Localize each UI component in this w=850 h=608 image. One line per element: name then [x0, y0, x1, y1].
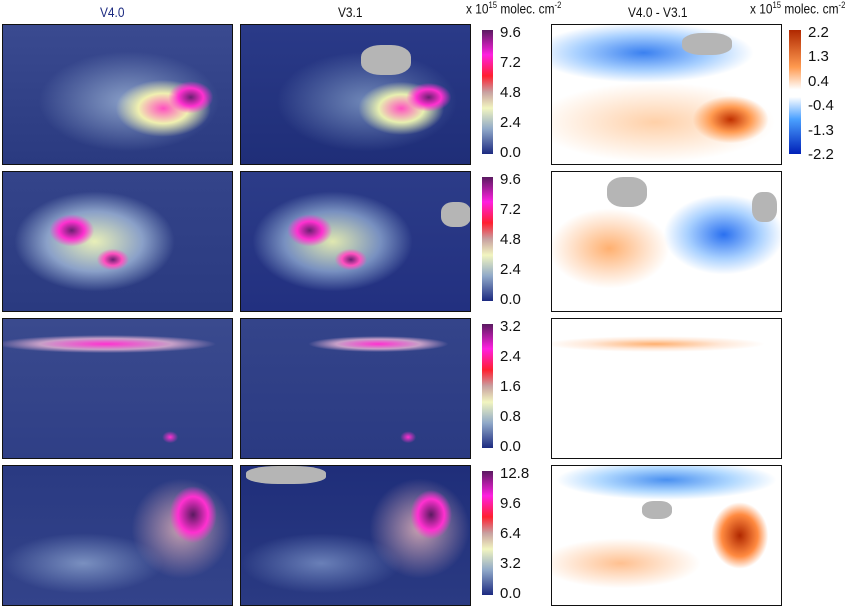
colorbar-tick-label: 0.0: [500, 438, 521, 455]
diff-colorbar-tick-label: -0.4: [808, 97, 834, 115]
colorbar-af: [482, 324, 493, 448]
map-na-v31: [240, 24, 471, 165]
colorbar-tick-label: 4.8: [500, 84, 521, 101]
colorbar-tick-label: 0.0: [500, 291, 521, 308]
map-eu-v31: [240, 171, 471, 312]
colorbar-tick-label: 1.6: [500, 378, 521, 395]
diff-colorbar-tick-label: -1.3: [808, 121, 834, 139]
map-eu-diff: [551, 171, 782, 312]
map-af-v31: [240, 318, 471, 459]
col-title-v40: V4.0: [100, 4, 125, 20]
col-title-v31: V3.1: [338, 4, 363, 20]
colorbar-tick-label: 7.2: [500, 54, 521, 71]
colorbar-tick-label: 2.4: [500, 261, 521, 278]
col-title-diff: V4.0 - V3.1: [628, 4, 688, 20]
colorbar-tick-label: 2.4: [500, 348, 521, 365]
colorbar-tick-label: 9.6: [500, 24, 521, 41]
unit-label-2: x 1015 molec. cm-2: [750, 0, 846, 17]
map-eu-v40: [2, 171, 233, 312]
colorbar-tick-label: 12.8: [500, 465, 530, 482]
colorbar-tick-label: 9.6: [500, 171, 521, 188]
map-af-diff: [551, 318, 782, 459]
map-na-diff: [551, 24, 782, 165]
colorbar-diff: [789, 30, 801, 154]
map-na-v40: [2, 24, 233, 165]
map-as-diff: [551, 465, 782, 606]
diff-colorbar-tick-label: -2.2: [808, 146, 834, 163]
diff-colorbar-tick-label: 2.2: [808, 24, 829, 41]
colorbar-eu: [482, 177, 493, 301]
map-af-v40: [2, 318, 233, 459]
map-as-v31: [240, 465, 471, 606]
colorbar-tick-label: 6.4: [500, 525, 521, 542]
colorbar-tick-label: 4.8: [500, 231, 521, 248]
colorbar-tick-label: 0.0: [500, 144, 521, 161]
colorbar-tick-label: 3.2: [500, 555, 521, 572]
colorbar-na: [482, 30, 493, 154]
map-as-v40: [2, 465, 233, 606]
diff-colorbar-tick-label: 0.4: [808, 72, 829, 90]
diff-colorbar-tick-label: 1.3: [808, 48, 829, 66]
colorbar-tick-label: 2.4: [500, 114, 521, 131]
colorbar-as: [482, 471, 493, 595]
colorbar-tick-label: 0.0: [500, 585, 521, 602]
unit-label-1: x 1015 molec. cm-2: [466, 0, 562, 17]
colorbar-tick-label: 9.6: [500, 495, 521, 512]
colorbar-tick-label: 7.2: [500, 201, 521, 218]
colorbar-tick-label: 0.8: [500, 408, 521, 425]
colorbar-tick-label: 3.2: [500, 318, 521, 335]
